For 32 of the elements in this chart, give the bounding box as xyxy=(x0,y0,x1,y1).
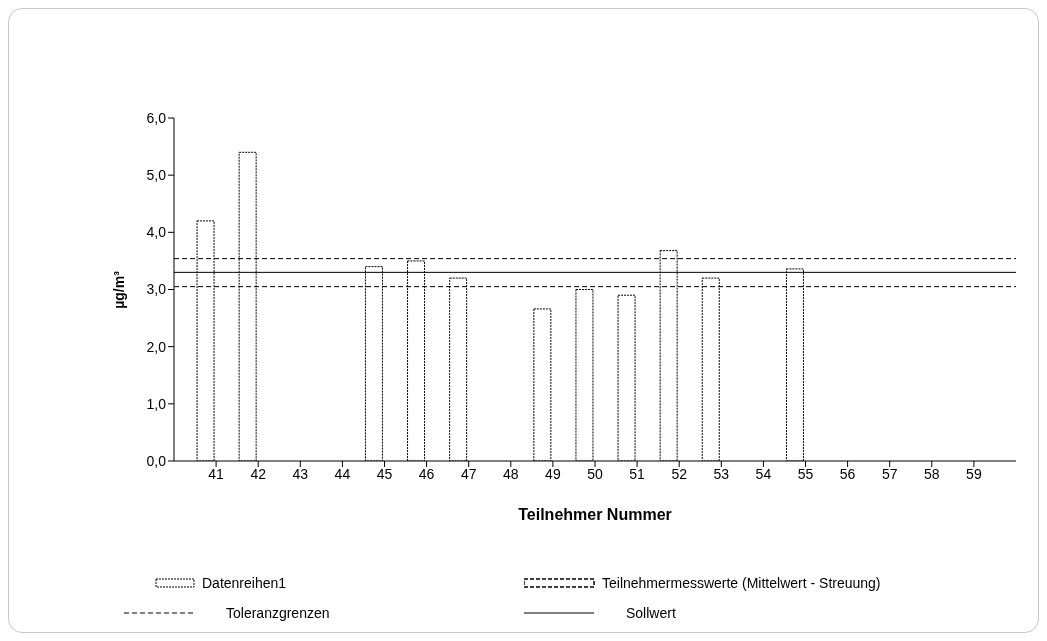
x-tick-label: 51 xyxy=(629,465,646,482)
y-tick-label: 2,0 xyxy=(146,338,167,355)
y-tick-label: 5,0 xyxy=(146,167,167,184)
x-tick-label: 43 xyxy=(292,465,309,482)
x-tick-label: 57 xyxy=(881,465,898,482)
x-tick-label: 42 xyxy=(250,465,267,482)
y-tick-label: 6,0 xyxy=(146,109,167,126)
x-tick-label: 58 xyxy=(924,465,940,482)
y-tick-label: 3,0 xyxy=(146,281,167,298)
x-tick-label: 44 xyxy=(334,465,351,482)
legend-label: Datenreihen1 xyxy=(202,575,287,591)
x-tick-label: 41 xyxy=(208,465,225,482)
y-tick-label: 4,0 xyxy=(146,224,167,241)
legend-label: Sollwert xyxy=(626,605,676,621)
x-tick-label: 54 xyxy=(755,465,772,482)
legend-label: Teilnehmermesswerte (Mittelwert - Streuung) xyxy=(602,575,881,591)
x-axis-title: Teilnehmer Nummer xyxy=(517,506,673,524)
y-tick-label: 0,0 xyxy=(146,452,167,469)
x-tick-label: 46 xyxy=(418,465,435,482)
x-tick-label: 45 xyxy=(376,465,393,482)
x-tick-label: 52 xyxy=(671,465,688,482)
x-tick-label: 49 xyxy=(545,465,561,482)
x-tick-label: 53 xyxy=(713,465,730,482)
y-axis-title: µg/m³ xyxy=(111,271,127,309)
y-tick-label: 1,0 xyxy=(146,395,167,412)
x-tick-label: 55 xyxy=(797,465,814,482)
x-tick-label: 50 xyxy=(587,465,603,482)
x-tick-label: 47 xyxy=(460,465,477,482)
x-tick-label: 59 xyxy=(966,465,982,482)
x-tick-label: 48 xyxy=(503,465,519,482)
x-tick-label: 56 xyxy=(839,465,856,482)
legend-label: Toleranzgrenzen xyxy=(226,605,330,621)
